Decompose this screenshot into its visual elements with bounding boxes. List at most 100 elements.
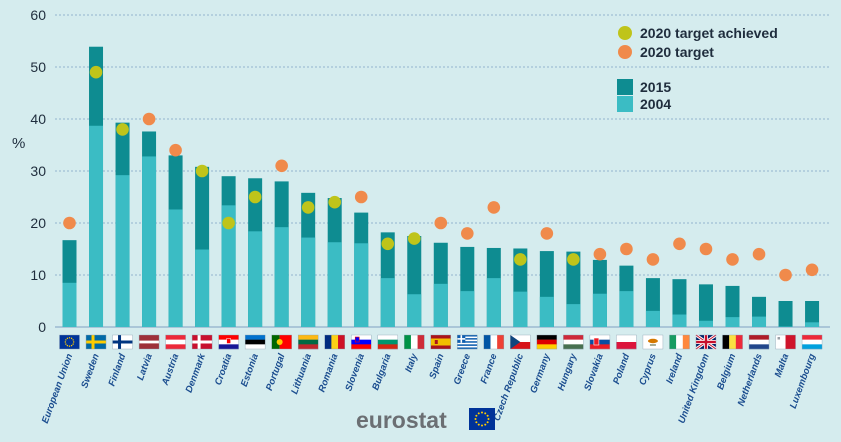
flag-bg-icon (377, 334, 398, 350)
flags-row (59, 333, 823, 351)
target-point-austria (169, 143, 182, 157)
target-achieved-point-finland (116, 123, 129, 136)
bar-2004-croatia (221, 205, 236, 327)
flag-es-icon (430, 334, 451, 350)
x-tick-european-union: European Union (40, 352, 75, 425)
legend: 2020 target achieved 2020 target 2015 20… (617, 25, 778, 112)
bar-2015-united-kingdom (698, 284, 713, 327)
flag-eu-icon (59, 334, 80, 350)
bar-2004-cyprus (645, 310, 660, 327)
target-point-poland (620, 242, 633, 256)
bar-2004-spain (433, 283, 448, 327)
flag-lv-icon (138, 334, 160, 350)
x-tick-netherlands: Netherlands (736, 352, 765, 407)
flag-si-icon (351, 334, 372, 350)
x-tick-denmark: Denmark (184, 352, 208, 395)
bar-2004-belgium (725, 317, 740, 327)
x-tick-belgium: Belgium (715, 352, 738, 391)
flag-dk-icon (191, 334, 213, 350)
target-point-france (487, 201, 501, 214)
bar-2004-poland (619, 291, 634, 327)
x-tick-cyprus: Cyprus (637, 352, 659, 387)
target-point-slovakia (593, 247, 607, 261)
flag-fr-icon (483, 334, 505, 350)
flag-cy-icon (642, 334, 664, 350)
eurostat-wordmark: eurostat (356, 407, 447, 433)
flag-hr-icon (218, 334, 239, 350)
bars-layer (62, 46, 820, 327)
flag-ie-icon (669, 334, 690, 350)
flag-gb-icon (695, 333, 717, 351)
flag-it-icon (404, 334, 425, 350)
y-tick-10: 10 (30, 267, 46, 283)
target-achieved-point-estonia (248, 190, 262, 204)
target-point-germany (540, 227, 554, 240)
bar-2004-hungary (566, 304, 581, 327)
target-point-belgium (726, 253, 739, 266)
x-tick-lithuania: Lithuania (289, 352, 314, 395)
target-achieved-point-denmark (195, 164, 209, 178)
x-tick-germany: Germany (528, 352, 553, 395)
bar-2004-czech-republic (513, 291, 528, 327)
target-point-portugal (275, 159, 288, 173)
flag-be-icon (722, 334, 743, 350)
flag-mt-icon (775, 334, 796, 350)
eurostat-logo: eurostat (356, 407, 495, 433)
bar-2004-european-union (62, 282, 77, 327)
target-point-luxembourg (805, 263, 819, 277)
bar-2015-belgium (725, 285, 740, 327)
target-point-netherlands (752, 247, 766, 261)
x-tick-slovakia: Slovakia (582, 352, 606, 392)
x-tick-luxembourg: Luxembourg (788, 352, 818, 410)
bar-2015-malta (778, 301, 793, 327)
bar-2004-latvia (142, 156, 157, 327)
bar-2004-france (486, 278, 501, 327)
flag-se-icon (85, 334, 107, 350)
x-tick-romania: Romania (316, 352, 340, 393)
flag-ro-icon (324, 334, 345, 350)
target-achieved-point-croatia (222, 216, 235, 230)
target-point-european-union (63, 216, 76, 230)
flag-nl-icon (748, 334, 770, 350)
target-point-greece (461, 227, 474, 240)
bar-2004-slovenia (354, 243, 369, 327)
target-point-united-kingdom (699, 242, 713, 256)
x-tick-ireland: Ireland (664, 352, 685, 385)
y-tick-50: 50 (30, 59, 46, 75)
bar-2004-austria (168, 209, 183, 327)
x-tick-hungary: Hungary (556, 352, 580, 393)
bar-2004-united-kingdom (698, 320, 713, 327)
flag-at-icon (165, 334, 186, 350)
legend-achieved-label: 2020 target achieved (640, 25, 778, 41)
eu-flag-logo-icon (469, 408, 495, 430)
bar-2004-portugal (274, 227, 289, 327)
target-point-ireland (673, 237, 686, 251)
flag-lu-icon (801, 334, 823, 350)
y-tick-60: 60 (30, 7, 46, 23)
flag-ee-icon (244, 334, 266, 350)
x-tick-croatia: Croatia (213, 352, 235, 387)
flag-sk-icon (589, 334, 611, 350)
x-tick-poland: Poland (611, 352, 632, 386)
bar-2004-germany (539, 296, 554, 327)
flag-gr-icon (457, 334, 478, 350)
target-point-spain (434, 216, 448, 230)
flag-hu-icon (563, 334, 584, 350)
y-axis: 0 10 20 30 40 50 60 (30, 7, 46, 335)
flag-pt-icon (271, 334, 292, 350)
y-tick-0: 0 (38, 319, 46, 335)
flag-pl-icon (616, 334, 637, 350)
flag-lt-icon (297, 334, 319, 350)
x-tick-finland: Finland (106, 352, 128, 388)
legend-2015-label: 2015 (640, 79, 671, 95)
bar-2004-netherlands (752, 316, 767, 327)
target-achieved-point-italy (407, 232, 421, 245)
bar-2004-sweden (89, 125, 104, 327)
bar-2004-finland (115, 175, 130, 327)
target-point-cyprus (646, 253, 660, 266)
target-point-latvia (142, 112, 156, 126)
legend-2015-swatch (617, 79, 633, 95)
bar-2004-bulgaria (380, 278, 395, 327)
bar-2004-italy (407, 294, 422, 327)
